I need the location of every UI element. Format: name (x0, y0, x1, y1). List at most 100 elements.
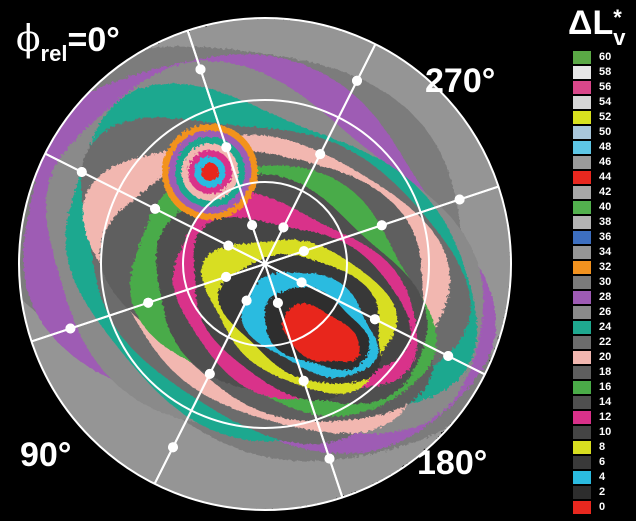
legend-item: 46 (573, 155, 633, 170)
legend-label: 6 (599, 456, 606, 468)
grid-marker (221, 142, 232, 153)
grid-marker (296, 277, 307, 288)
legend-swatch (573, 366, 591, 379)
legend-item: 16 (573, 380, 633, 395)
legend-label: 38 (599, 216, 612, 228)
legend-label: 48 (599, 141, 612, 153)
polar-grid (18, 17, 512, 511)
legend-title: ΔL * v (568, 4, 627, 49)
legend-swatch (573, 246, 591, 259)
legend-swatch (573, 306, 591, 319)
legend-label: 24 (599, 321, 612, 333)
grid-marker (223, 240, 234, 251)
grid-marker (376, 220, 387, 231)
legend-swatch (573, 456, 591, 469)
legend-swatch (573, 156, 591, 169)
legend-label: 10 (599, 426, 612, 438)
legend-swatch (573, 486, 591, 499)
legend-item: 36 (573, 230, 633, 245)
legend-item: 18 (573, 365, 633, 380)
legend-item: 60 (573, 50, 633, 65)
legend-item: 8 (573, 440, 633, 455)
grid-marker (150, 203, 161, 214)
legend-swatch (573, 396, 591, 409)
legend-item: 26 (573, 305, 633, 320)
grid-marker (315, 149, 326, 160)
legend-swatch (573, 51, 591, 64)
grid-marker (221, 271, 232, 282)
legend-label: 32 (599, 261, 612, 273)
legend-label: 44 (599, 171, 612, 183)
legend-item: 42 (573, 185, 633, 200)
grid-marker (369, 314, 380, 325)
angle-label-0: ϕrel=0° (16, 19, 120, 66)
legend-label: 26 (599, 306, 612, 318)
legend-item: 30 (573, 275, 633, 290)
legend-label: 60 (599, 51, 612, 63)
legend-item: 40 (573, 200, 633, 215)
legend-swatch (573, 81, 591, 94)
legend-item: 28 (573, 290, 633, 305)
legend-swatch (573, 291, 591, 304)
legend-item: 32 (573, 260, 633, 275)
legend-item: 6 (573, 455, 633, 470)
legend-label: 0 (599, 501, 606, 513)
legend-swatch (573, 411, 591, 424)
legend-swatch (573, 276, 591, 289)
grid-ring (100, 99, 430, 429)
legend-swatch (573, 186, 591, 199)
grid-marker (324, 453, 335, 464)
legend-item: 52 (573, 110, 633, 125)
grid-marker (443, 351, 454, 361)
legend-swatch (573, 261, 591, 274)
legend-item: 48 (573, 140, 633, 155)
legend-label: 50 (599, 126, 612, 138)
grid-marker (454, 194, 465, 205)
legend-swatch (573, 111, 591, 124)
legend-label: 30 (599, 276, 612, 288)
legend-label: 4 (599, 471, 606, 483)
grid-ring (18, 17, 512, 511)
legend-item: 22 (573, 335, 633, 350)
legend-swatch (573, 351, 591, 364)
angle-label-180: 180° (417, 444, 488, 482)
legend-swatch (573, 231, 591, 244)
legend-label: 58 (599, 66, 612, 78)
legend-label: 46 (599, 156, 612, 168)
legend-item: 34 (573, 245, 633, 260)
legend-item: 24 (573, 320, 633, 335)
legend-label: 20 (599, 351, 612, 363)
legend-item: 20 (573, 350, 633, 365)
legend-swatch (573, 441, 591, 454)
grid-marker (241, 295, 252, 306)
grid-marker (278, 222, 289, 233)
legend-item: 56 (573, 80, 633, 95)
legend-title-super: * (613, 5, 622, 30)
grid-marker (204, 368, 215, 379)
grid-marker (298, 246, 309, 257)
legend-swatch (573, 126, 591, 139)
legend-label: 36 (599, 231, 612, 243)
grid-spoke (44, 152, 486, 376)
legend-item: 54 (573, 95, 633, 110)
legend-label: 22 (599, 336, 612, 348)
legend-item: 50 (573, 125, 633, 140)
legend-label: 42 (599, 186, 612, 198)
grid-marker (247, 220, 258, 231)
legend-swatch (573, 381, 591, 394)
legend-item: 10 (573, 425, 633, 440)
legend-swatch (573, 66, 591, 79)
legend-label: 8 (599, 441, 606, 453)
grid-marker (352, 75, 362, 86)
legend-swatch (573, 171, 591, 184)
grid-marker (143, 297, 154, 308)
color-legend: 60 58 56 54 52 50 48 46 44 42 40 38 36 34 32 30 28 26 24 22… (573, 50, 633, 515)
legend-label: 52 (599, 111, 612, 123)
legend-title-main: ΔL (568, 4, 614, 42)
legend-item: 58 (573, 65, 633, 80)
grid-ring (182, 181, 348, 347)
legend-swatch (573, 501, 591, 514)
pole-ring-0 (201, 163, 219, 181)
angle-label-270: 270° (425, 62, 496, 100)
